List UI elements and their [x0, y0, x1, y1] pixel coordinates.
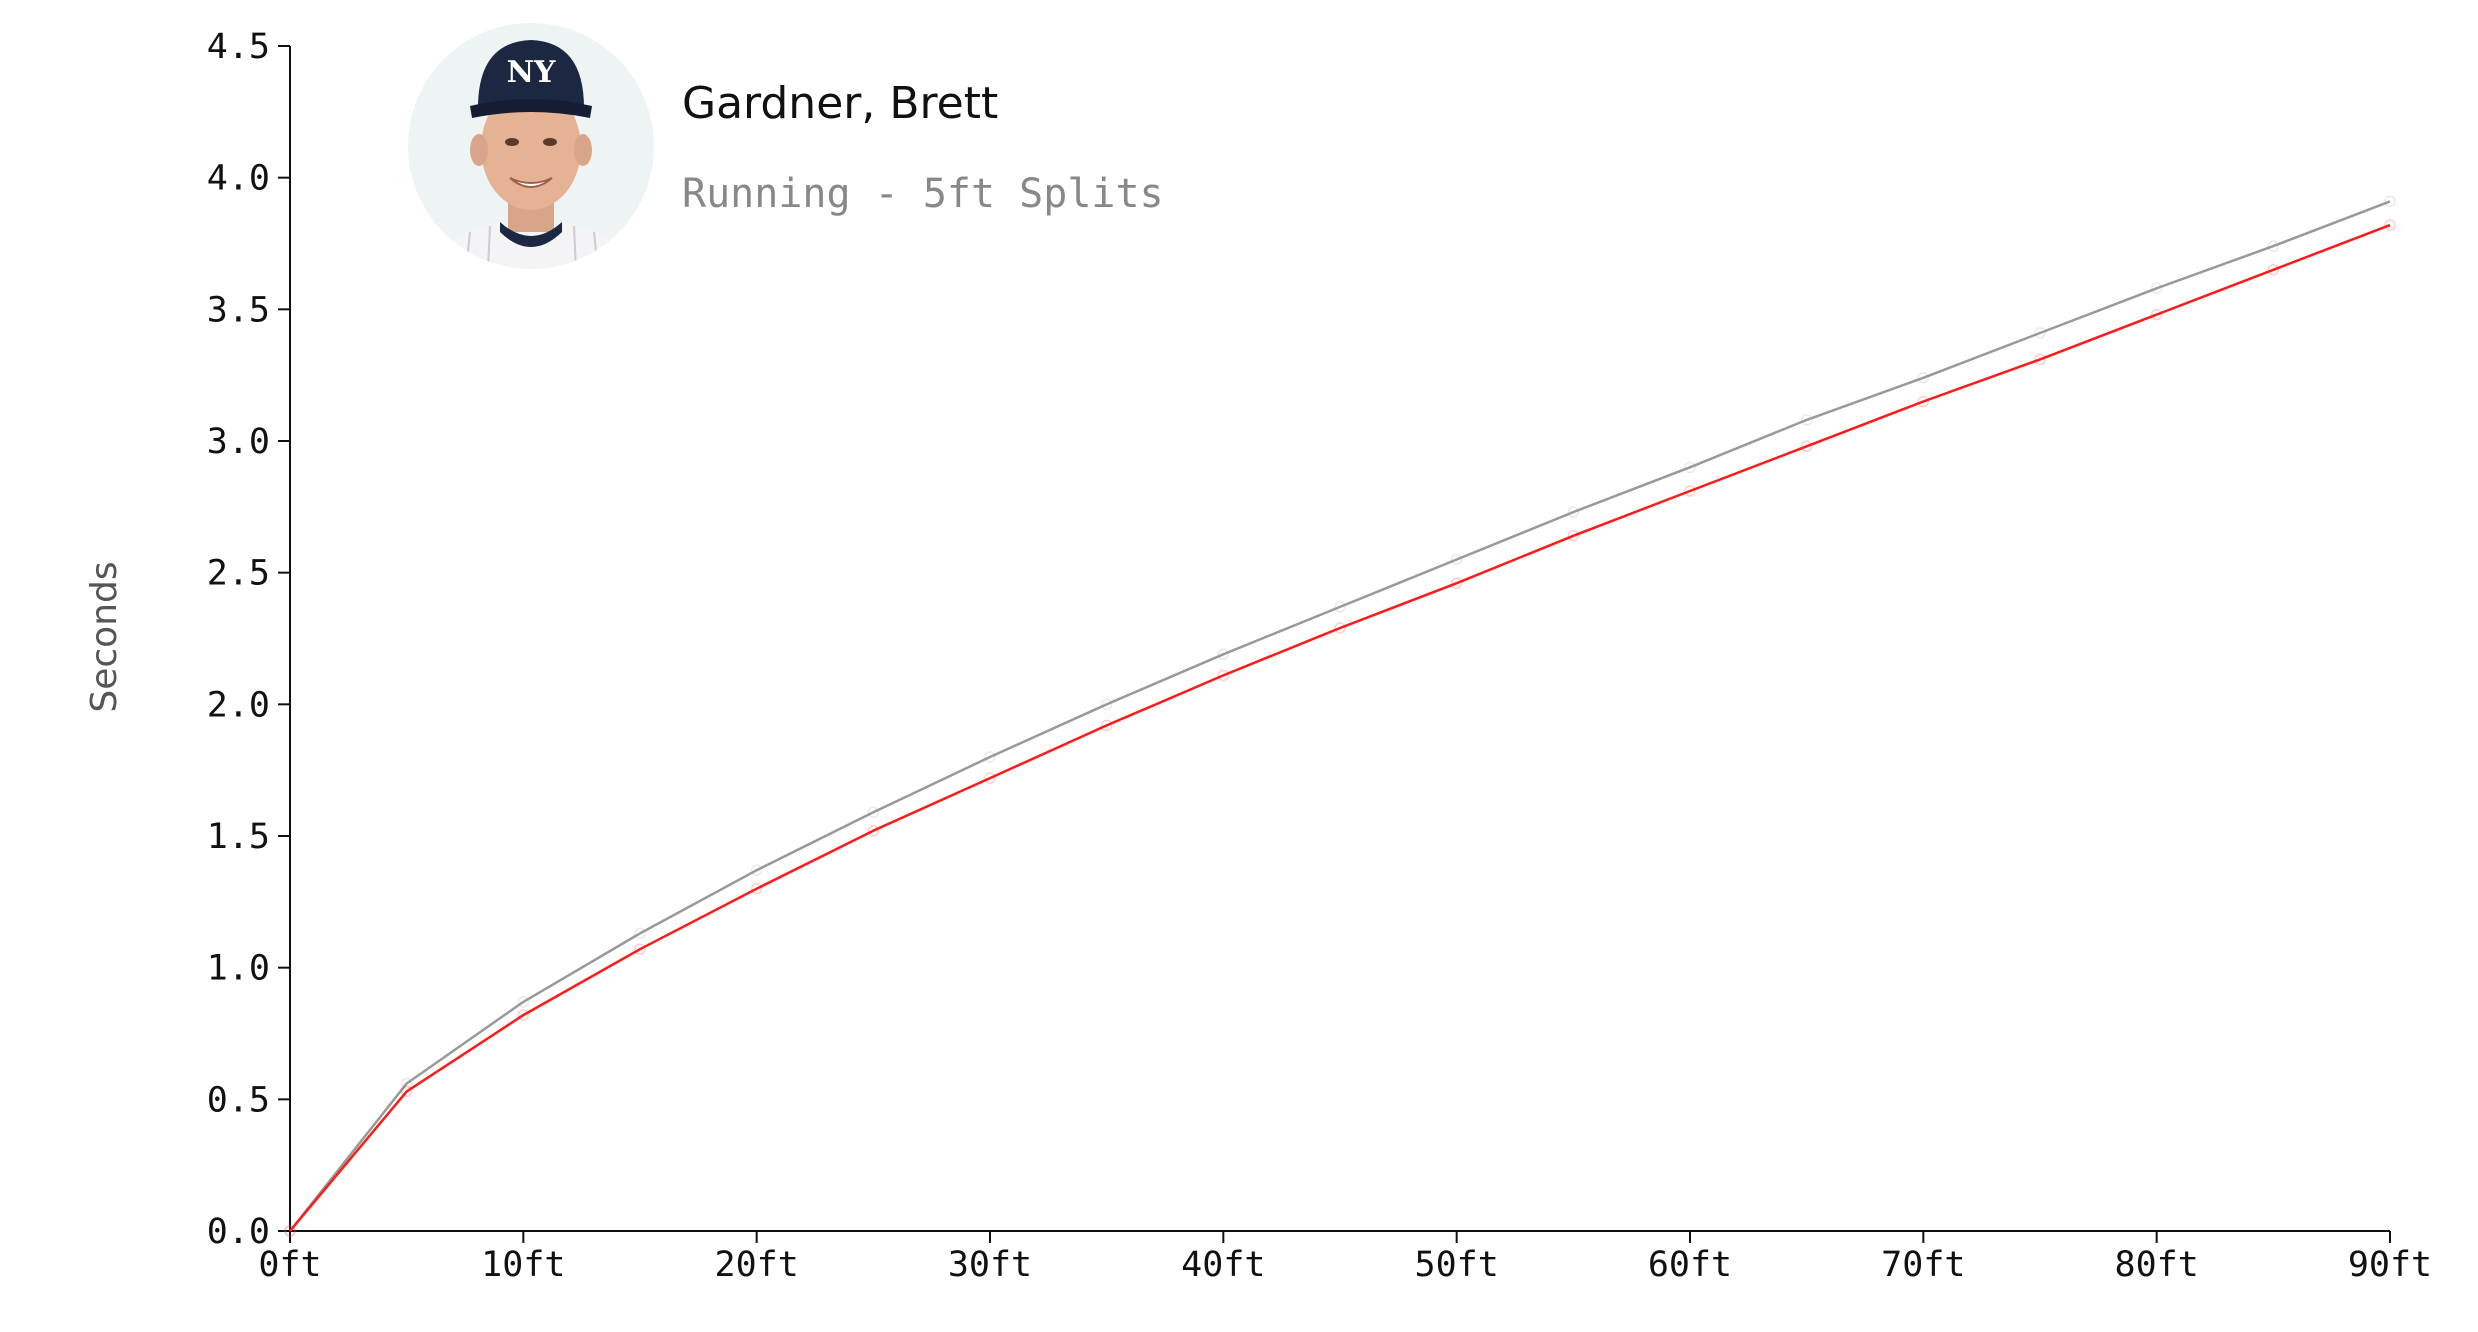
data-point	[1450, 577, 1463, 589]
x-tick-label: 10ft	[481, 1245, 565, 1285]
chart-subtitle: Running - 5ft Splits	[682, 171, 1164, 217]
data-point	[400, 1077, 413, 1090]
data-point	[1334, 622, 1346, 634]
x-tick-label: 70ft	[1881, 1245, 1965, 1285]
data-point	[1567, 506, 1580, 518]
data-point	[2150, 282, 2163, 295]
series-line-comparison	[289, 200, 2391, 1232]
x-tick-label: 90ft	[2348, 1245, 2432, 1285]
data-point	[2384, 219, 2396, 231]
y-axis: 0.0 0.5 1.0 1.5 2.0 2.5 3.0 3.5 4.0 4.5	[207, 27, 291, 1252]
x-tick-label: 30ft	[948, 1245, 1032, 1285]
data-point	[517, 996, 530, 1008]
y-tick-label: 4.5	[207, 27, 270, 67]
data-point	[867, 824, 880, 837]
data-point	[1684, 461, 1696, 474]
y-axis-title: Seconds	[84, 561, 125, 712]
data-point	[1684, 485, 1696, 497]
player-headshot: NY	[408, 23, 654, 269]
data-point	[634, 943, 646, 955]
data-point	[1217, 669, 1230, 682]
player-name: Gardner, Brett	[682, 78, 998, 129]
x-axis: 0ft 10ft 20ft 30ft 40ft 50ft 60ft 70ft 80ft 90ft	[258, 1230, 2432, 1285]
x-tick-label: 20ft	[715, 1245, 799, 1285]
data-point	[2384, 195, 2396, 208]
x-tick-label: 50ft	[1415, 1245, 1499, 1285]
data-point	[750, 864, 763, 876]
y-tick-label: 4.0	[207, 159, 270, 199]
y-tick-label: 3.5	[207, 290, 270, 330]
x-tick-label: 60ft	[1648, 1245, 1732, 1285]
data-point	[2150, 308, 2163, 321]
data-point	[2034, 353, 2046, 366]
x-tick-label: 0ft	[258, 1245, 321, 1285]
data-point	[1800, 414, 1813, 426]
x-tick-label: 40ft	[1181, 1245, 1265, 1285]
data-point	[400, 1085, 413, 1098]
series-line-player	[289, 223, 2391, 1232]
data-point	[284, 1225, 296, 1237]
y-tick-label: 1.0	[207, 949, 270, 989]
data-point	[750, 882, 763, 895]
data-point	[867, 806, 880, 819]
data-point	[1567, 530, 1580, 542]
data-point	[1917, 372, 1930, 384]
data-point	[1450, 553, 1463, 566]
data-point	[1100, 698, 1113, 711]
data-point	[1100, 719, 1113, 732]
data-point	[1334, 601, 1346, 613]
data-point	[984, 772, 996, 784]
y-tick-label: 2.0	[207, 685, 270, 725]
data-point	[634, 927, 646, 940]
x-tick-label: 80ft	[2115, 1245, 2199, 1285]
data-point	[1800, 440, 1813, 453]
series-player	[284, 219, 2396, 1237]
y-tick-label: 2.5	[207, 554, 270, 594]
y-tick-label: 0.5	[207, 1080, 270, 1120]
series-layer	[284, 195, 2396, 1237]
y-tick-label: 3.0	[207, 422, 270, 462]
cap-icon: NY	[470, 40, 592, 118]
series-comparison	[284, 195, 2396, 1237]
data-point	[517, 1009, 530, 1021]
cap-logo: NY	[507, 55, 556, 90]
data-point	[1917, 395, 1930, 408]
data-point	[2267, 264, 2280, 276]
data-point	[984, 751, 996, 763]
data-point	[1217, 648, 1230, 661]
data-point	[2267, 240, 2280, 252]
y-tick-label: 1.5	[207, 817, 270, 857]
y-tick-label: 0.0	[207, 1212, 270, 1252]
data-point	[2034, 327, 2046, 339]
data-point	[284, 1225, 296, 1237]
